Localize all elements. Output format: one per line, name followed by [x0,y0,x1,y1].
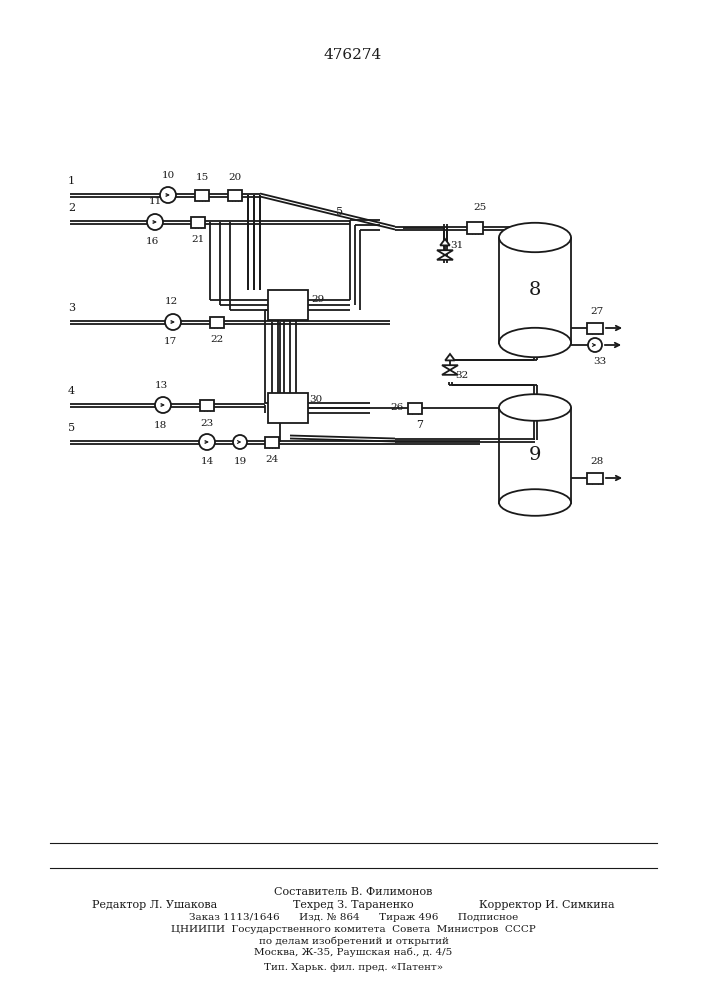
Text: 13: 13 [154,380,168,389]
Text: 23: 23 [200,418,214,428]
Circle shape [147,214,163,230]
Text: 19: 19 [233,458,247,466]
Polygon shape [445,354,455,360]
Text: 29: 29 [311,296,325,304]
Bar [265,436,279,448]
Text: 2: 2 [68,203,75,213]
Text: 476274: 476274 [324,48,382,62]
Text: 5: 5 [337,207,344,217]
Text: 22: 22 [211,336,223,344]
Bar [268,290,308,320]
Text: по делам изобретений и открытий: по делам изобретений и открытий [259,936,448,946]
Text: 33: 33 [593,357,607,365]
Bar [191,217,205,228]
Bar [467,222,483,234]
Text: 16: 16 [146,237,158,246]
Text: 3: 3 [68,303,75,313]
Text: 11: 11 [148,198,162,207]
Text: 17: 17 [163,338,177,347]
Circle shape [165,314,181,330]
Polygon shape [440,239,450,245]
Text: 30: 30 [310,395,322,404]
Bar [408,402,422,414]
Text: 18: 18 [153,420,167,430]
Text: 12: 12 [164,298,177,306]
Text: 14: 14 [200,458,214,466]
Circle shape [588,338,602,352]
Polygon shape [442,365,458,370]
Text: Техред З. Тараненко: Техред З. Тараненко [293,900,414,910]
Ellipse shape [499,223,571,252]
Bar [499,237,571,342]
Ellipse shape [499,489,571,516]
Text: 32: 32 [455,370,469,379]
Text: 26: 26 [390,403,404,412]
Text: Тип. Харьк. фил. пред. «Патент»: Тип. Харьк. фил. пред. «Патент» [264,962,443,972]
Bar [499,408,571,502]
Text: Москва, Ж-35, Раушская наб., д. 4/5: Москва, Ж-35, Раушская наб., д. 4/5 [255,947,452,957]
Circle shape [155,397,171,413]
Polygon shape [442,370,458,375]
Bar [210,316,224,328]
Text: 15: 15 [195,172,209,182]
Text: 27: 27 [590,308,604,316]
Polygon shape [437,250,453,255]
Circle shape [233,435,247,449]
Text: 7: 7 [416,420,423,430]
Text: 9: 9 [529,446,542,464]
Text: 10: 10 [161,170,175,180]
Text: Корректор И. Симкина: Корректор И. Симкина [479,900,615,910]
Polygon shape [437,255,453,260]
Text: 4: 4 [68,386,75,396]
Ellipse shape [499,394,571,421]
Bar [587,473,603,484]
Text: 31: 31 [450,240,464,249]
Text: 5: 5 [68,423,75,433]
Bar [268,393,308,423]
Bar [228,190,242,200]
Circle shape [199,434,215,450]
Ellipse shape [499,328,571,357]
Text: ЦНИИПИ  Государственного комитета  Совета  Министров  СССР: ЦНИИПИ Государственного комитета Совета … [171,926,536,934]
Text: Редактор Л. Ушакова: Редактор Л. Ушакова [92,900,217,910]
Text: 24: 24 [265,456,279,464]
Text: 1: 1 [68,176,75,186]
Text: 28: 28 [590,458,604,466]
Bar [587,322,603,334]
Text: 25: 25 [474,204,486,213]
Text: Заказ 1113/1646      Изд. № 864      Тираж 496      Подписное: Заказ 1113/1646 Изд. № 864 Тираж 496 Под… [189,914,518,922]
Circle shape [160,187,176,203]
Text: 20: 20 [228,172,242,182]
Bar [200,399,214,410]
Text: 8: 8 [529,281,541,299]
Bar [195,190,209,200]
Text: 21: 21 [192,235,204,244]
Text: Составитель В. Филимонов: Составитель В. Филимонов [274,887,433,897]
